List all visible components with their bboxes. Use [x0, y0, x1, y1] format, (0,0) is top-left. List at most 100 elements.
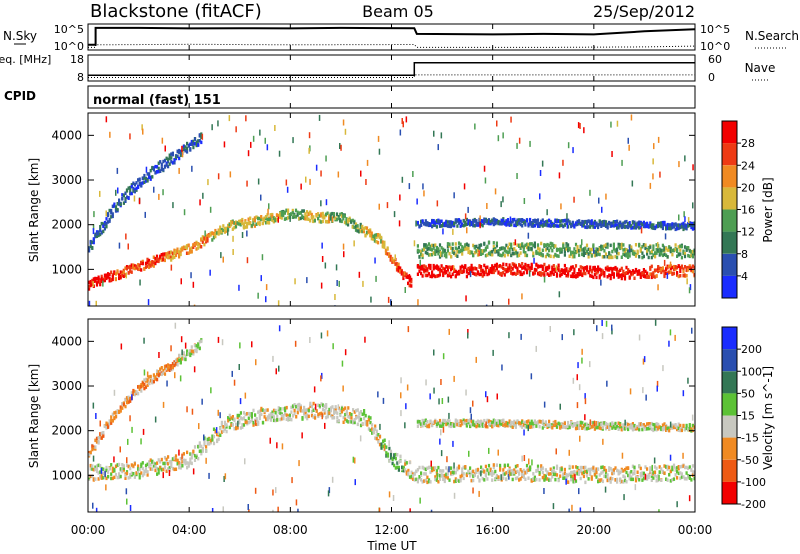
far-range-echo — [100, 231, 103, 235]
afternoon-upper-echo — [519, 421, 522, 426]
scatter-speckle — [605, 193, 607, 200]
near-range-echo — [383, 245, 386, 249]
afternoon-echo — [521, 262, 524, 266]
scatter-speckle — [113, 389, 116, 396]
near-range-echo — [343, 220, 346, 225]
afternoon-upper-echo — [606, 222, 609, 227]
afternoon-mid-echo — [508, 247, 511, 251]
ground-scatter-echo — [369, 416, 372, 420]
near-range-echo — [110, 278, 113, 282]
scatter-speckle — [605, 320, 608, 327]
afternoon-mid-echo — [527, 247, 530, 252]
ground-scatter-echo — [693, 476, 695, 481]
ground-scatter-echo — [219, 426, 222, 431]
afternoon-mid-echo — [616, 255, 619, 260]
afternoon-upper-echo — [456, 224, 459, 228]
scatter-speckle — [669, 329, 672, 336]
afternoon-upper-echo — [578, 219, 581, 223]
far-range-echo — [119, 405, 122, 409]
scatter-speckle — [92, 281, 94, 288]
afternoon-upper-echo — [657, 427, 660, 431]
ground-scatter-echo — [116, 463, 119, 467]
scatter-speckle — [527, 425, 529, 432]
ground-scatter-echo — [89, 463, 92, 468]
afternoon-echo — [570, 265, 573, 270]
afternoon-upper-echo — [636, 221, 639, 225]
ground-scatter-echo — [584, 465, 587, 470]
ground-scatter-echo — [483, 470, 486, 474]
ground-scatter-echo — [672, 477, 676, 481]
far-range-echo — [170, 156, 173, 160]
afternoon-echo — [668, 270, 671, 275]
afternoon-echo — [505, 269, 508, 274]
ground-scatter-echo — [222, 429, 225, 433]
afternoon-echo — [497, 264, 500, 269]
afternoon-mid-echo — [495, 249, 498, 254]
ground-scatter-echo — [122, 464, 125, 468]
near-range-echo — [291, 208, 294, 213]
afternoon-echo — [641, 272, 644, 276]
near-range-echo — [253, 216, 256, 220]
ground-scatter-echo — [555, 473, 559, 477]
far-range-echo — [133, 389, 136, 394]
afternoon-upper-echo — [521, 219, 524, 223]
ground-scatter-echo — [554, 477, 557, 482]
afternoon-mid-echo — [506, 250, 510, 255]
afternoon-upper-echo — [434, 419, 437, 424]
scatter-speckle — [295, 499, 298, 506]
ground-scatter-echo — [655, 466, 658, 471]
ground-scatter-echo — [113, 467, 116, 472]
ground-scatter-echo — [680, 475, 683, 479]
ground-scatter-echo — [646, 477, 649, 481]
afternoon-upper-echo — [625, 219, 628, 224]
afternoon-echo — [568, 267, 571, 271]
ground-scatter-echo — [250, 415, 253, 419]
near-range-echo — [323, 214, 326, 218]
nsky-panel: N.Sky 10^5 10^0 10^5 10^0 N.Search — [3, 23, 799, 53]
ground-scatter-echo — [122, 466, 125, 470]
afternoon-upper-echo — [611, 221, 614, 225]
afternoon-echo — [611, 272, 614, 276]
afternoon-echo — [669, 266, 672, 271]
afternoon-echo — [584, 271, 587, 276]
ground-scatter-echo — [567, 473, 570, 478]
scatter-speckle — [224, 473, 227, 480]
afternoon-mid-echo — [435, 249, 438, 254]
afternoon-upper-echo — [525, 420, 529, 424]
ground-scatter-echo — [328, 411, 331, 415]
afternoon-upper-echo — [582, 224, 585, 228]
ground-scatter-echo — [102, 476, 105, 480]
afternoon-mid-echo — [652, 244, 655, 248]
near-range-echo — [381, 240, 384, 244]
near-range-echo — [130, 270, 133, 274]
afternoon-upper-echo — [462, 418, 465, 422]
afternoon-upper-echo — [634, 226, 638, 230]
afternoon-echo — [457, 269, 461, 274]
ground-scatter-echo — [581, 465, 584, 470]
afternoon-upper-echo — [513, 422, 516, 427]
afternoon-mid-echo — [584, 251, 587, 255]
afternoon-upper-echo — [514, 219, 517, 224]
scatter-speckle — [315, 164, 318, 171]
scatter-speckle — [581, 348, 583, 355]
afternoon-mid-echo — [680, 255, 683, 260]
ground-scatter-echo — [625, 466, 628, 470]
afternoon-upper-echo — [440, 424, 443, 428]
far-range-echo — [130, 391, 133, 395]
ground-scatter-echo — [576, 466, 579, 470]
ground-scatter-echo — [503, 463, 506, 468]
afternoon-echo — [457, 271, 461, 276]
near-range-echo — [189, 247, 192, 251]
afternoon-mid-echo — [619, 246, 622, 251]
scatter-speckle — [260, 194, 262, 201]
near-range-echo — [152, 255, 155, 259]
afternoon-upper-echo — [472, 223, 475, 228]
ground-scatter-echo — [203, 443, 206, 447]
scatter-speckle — [181, 453, 183, 460]
ground-scatter-echo — [377, 440, 380, 444]
afternoon-mid-echo — [668, 248, 671, 252]
afternoon-upper-echo — [691, 221, 694, 226]
scatter-speckle — [127, 438, 129, 445]
ground-scatter-echo — [408, 475, 412, 479]
scatter-speckle — [642, 387, 644, 394]
